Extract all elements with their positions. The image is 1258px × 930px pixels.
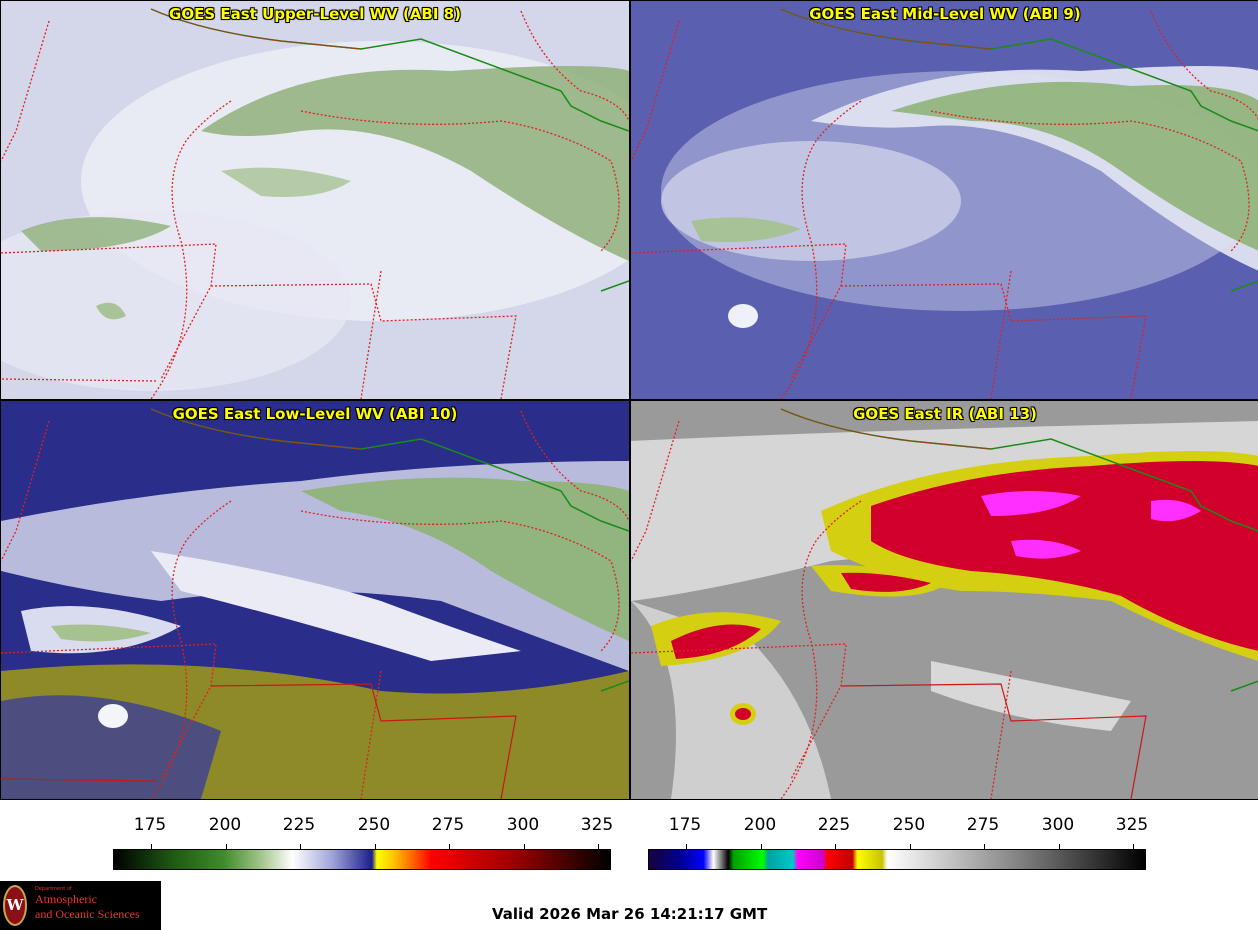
wv-colorbar [113, 844, 611, 870]
wv-colorbar-ticks: 175 200 225 250 275 300 325 [113, 815, 614, 839]
tick-label: 325 [580, 815, 614, 835]
satellite-image-mid [631, 1, 1258, 399]
valid-time: Valid 2026 Mar 26 14:21:17 GMT [492, 905, 768, 923]
panel-upper-level-wv: GOES East Upper-Level WV (ABI 8) [0, 0, 630, 400]
satellite-image-upper [1, 1, 629, 399]
tick-label: 200 [743, 815, 777, 835]
tick-label: 275 [966, 815, 1000, 835]
tick-label: 275 [431, 815, 465, 835]
logo-line1: Department of [35, 886, 72, 892]
panel-title: GOES East IR (ABI 13) [853, 405, 1037, 423]
tick-label: 175 [668, 815, 702, 835]
tick-label: 300 [1041, 815, 1075, 835]
tick-label: 225 [817, 815, 851, 835]
aos-logo: W Department of Atmospheric and Oceanic … [0, 881, 161, 930]
satellite-image-ir [631, 401, 1258, 799]
panel-title: GOES East Upper-Level WV (ABI 8) [169, 5, 461, 23]
ir-colorbar [648, 844, 1146, 870]
logo-line3: and Oceanic Sciences [35, 907, 140, 921]
uw-seal-icon: W [3, 885, 27, 926]
tick-label: 175 [133, 815, 167, 835]
tick-label: 200 [208, 815, 242, 835]
tick-label: 250 [357, 815, 391, 835]
panel-title: GOES East Low-Level WV (ABI 10) [172, 405, 458, 423]
state-borders [1, 10, 629, 399]
ir-colorbar-ticks: 175 200 225 250 275 300 325 [648, 815, 1149, 839]
logo-line2: Atmospheric [35, 892, 97, 906]
panel-low-level-wv: GOES East Low-Level WV (ABI 10) [0, 400, 630, 800]
tick-label: 250 [892, 815, 926, 835]
tick-label: 225 [282, 815, 316, 835]
panel-ir: GOES East IR (ABI 13) [630, 400, 1258, 800]
tick-label: 300 [506, 815, 540, 835]
panel-mid-level-wv: GOES East Mid-Level WV (ABI 9) [630, 0, 1258, 400]
tick-label: 325 [1115, 815, 1149, 835]
panel-title: GOES East Mid-Level WV (ABI 9) [809, 5, 1081, 23]
satellite-image-low [1, 401, 629, 799]
